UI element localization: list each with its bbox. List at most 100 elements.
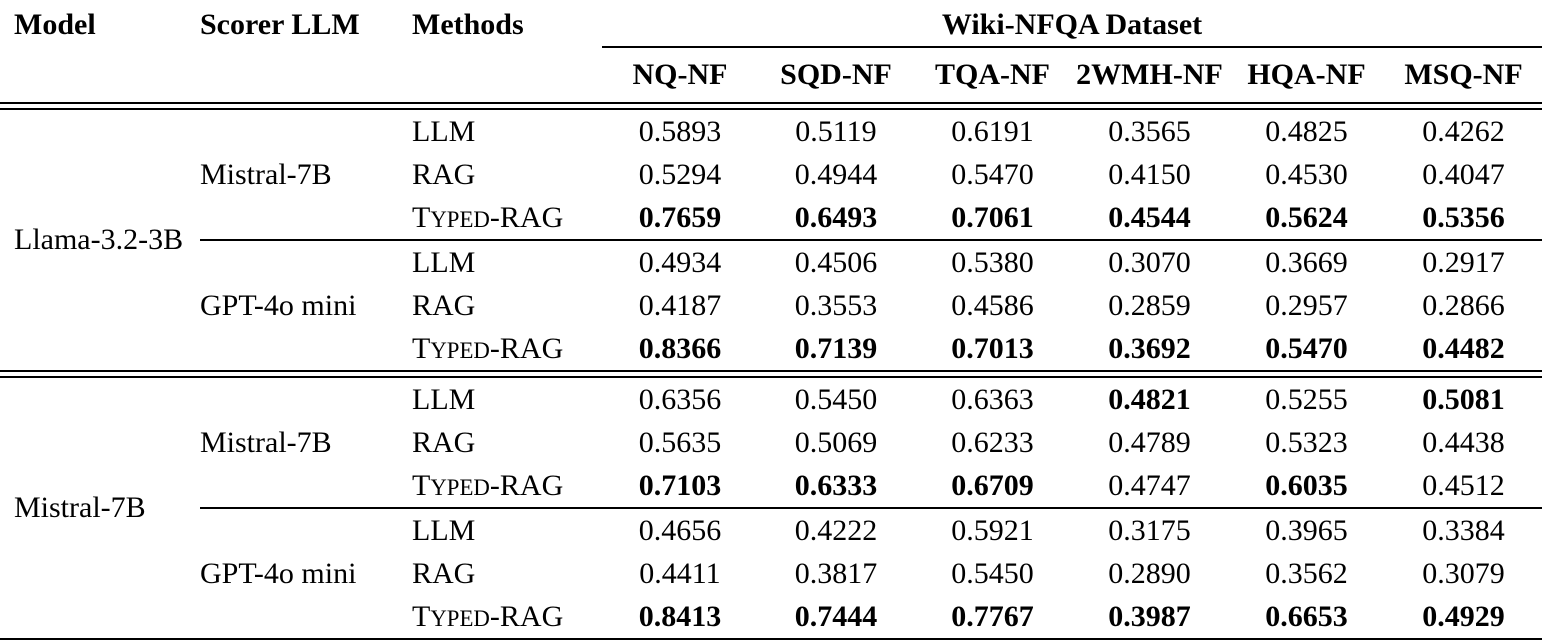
value-cell: 0.7061 [951, 200, 1034, 234]
table-row: RAG 0.5294 0.4944 0.5470 0.4150 0.4530 0.4047 [0, 153, 1542, 196]
value-cell: 0.2917 [1385, 239, 1543, 284]
header-double-rule [0, 102, 1543, 110]
column-header-tqa-nf: TQA-NF [935, 58, 1050, 91]
value-cell: 0.7139 [794, 331, 878, 365]
smallcaps-letter: P [446, 605, 460, 631]
smallcaps-letter: E [459, 337, 474, 363]
value-cell: 0.3565 [1108, 114, 1191, 148]
value-cell: 0.5470 [1265, 331, 1348, 365]
method-cell-rag: RAG [412, 425, 476, 459]
method-cell-typed-rag: TYPED-RAG [412, 468, 564, 502]
value-cell: 0.3987 [1108, 599, 1191, 633]
smallcaps-letter: Y [430, 605, 447, 631]
column-header-model: Model [14, 8, 96, 41]
value-cell: 0.4929 [1422, 599, 1505, 633]
table-row: Mistral-7B Mistral-7B LLM 0.6356 0.5450 0.636… [0, 378, 1542, 525]
method-cell-typed-rag: TYPED-RAG [412, 599, 564, 633]
value-cell: 0.5470 [951, 157, 1034, 191]
value-cell: 0.4747 [1108, 468, 1191, 502]
value-cell: 0.4411 [639, 556, 721, 590]
value-cell: 0.7103 [638, 468, 722, 502]
value-cell: 0.3070 [1071, 239, 1228, 284]
model-cell-llama-3-2-3b: Llama-3.2-3B [14, 223, 184, 256]
smallcaps-letter: E [459, 605, 474, 631]
method-cell-llm: LLM [412, 507, 602, 552]
value-cell: 0.4825 [1265, 114, 1348, 148]
smallcaps-letter: D [473, 605, 490, 631]
scorer-cell-gpt-4o-mini: GPT-4o mini [200, 239, 412, 370]
value-cell: 0.5450 [794, 382, 878, 416]
value-cell: 0.3079 [1422, 556, 1505, 590]
model-cell-mistral-7b: Mistral-7B [14, 491, 146, 524]
smallcaps-letter: Y [430, 206, 447, 232]
value-cell: 0.4187 [638, 288, 722, 322]
value-cell: 0.4821 [1108, 382, 1191, 416]
value-cell: 0.4150 [1108, 157, 1191, 191]
table-row: RAG 0.5635 0.5069 0.6233 0.4789 0.5323 0.4438 [0, 421, 1542, 464]
smallcaps-letter: Y [430, 337, 447, 363]
value-cell: 0.2890 [1108, 556, 1191, 590]
group-separator-double-rule-line [0, 370, 1543, 378]
value-cell: 0.6653 [1265, 599, 1348, 633]
smallcaps-letter: D [473, 337, 490, 363]
scorer-cell-mistral-7b: Mistral-7B [200, 425, 332, 459]
value-cell: 0.4544 [1108, 200, 1191, 234]
value-cell: 0.5294 [638, 157, 722, 191]
smallcaps-letter: P [446, 474, 460, 500]
value-cell: 0.7659 [638, 200, 722, 234]
table-row: TYPED-RAG 0.7103 0.6333 0.6709 0.4747 0.6035 0… [0, 464, 1542, 508]
value-cell: 0.4506 [758, 239, 914, 284]
value-cell: 0.6363 [951, 382, 1034, 416]
value-cell: 0.5921 [914, 507, 1071, 552]
table-row: TYPED-RAG 0.8413 0.7444 0.7767 0.3987 0.6653 0… [0, 595, 1542, 638]
table-row: TYPED-RAG 0.8366 0.7139 0.7013 0.3692 0.5470 0… [0, 327, 1542, 370]
value-cell: 0.6233 [951, 425, 1034, 459]
value-cell: 0.4656 [602, 507, 758, 552]
value-cell: 0.3384 [1385, 507, 1543, 552]
value-cell: 0.5624 [1265, 200, 1348, 234]
method-cell-llm: LLM [412, 382, 476, 416]
value-cell: 0.4512 [1422, 468, 1505, 502]
smallcaps-letter: E [459, 206, 474, 232]
value-cell: 0.4934 [602, 239, 758, 284]
value-cell: 0.6191 [951, 114, 1034, 148]
value-cell: 0.6709 [951, 468, 1034, 502]
column-header-scorer-llm: Scorer LLM [200, 8, 360, 41]
value-cell: 0.8366 [638, 331, 722, 365]
column-header-sqd-nf: SQD-NF [780, 58, 892, 91]
value-cell: 0.6035 [1265, 468, 1348, 502]
value-cell: 0.8413 [638, 599, 722, 633]
method-cell-llm: LLM [412, 239, 602, 284]
value-cell: 0.5356 [1422, 200, 1505, 234]
table-bottom-rule [0, 638, 1543, 640]
value-cell: 0.5069 [794, 425, 878, 459]
smallcaps-letter: E [459, 474, 474, 500]
value-cell: 0.4586 [951, 288, 1034, 322]
value-cell: 0.5119 [795, 114, 877, 148]
table-row: RAG 0.4187 0.3553 0.4586 0.2859 0.2957 0.2866 [0, 284, 1542, 327]
value-cell: 0.6493 [794, 200, 878, 234]
value-cell: 0.7767 [951, 599, 1034, 633]
scorer-cell-mistral-7b: Mistral-7B [200, 157, 332, 191]
value-cell: 0.4438 [1422, 425, 1505, 459]
value-cell: 0.3965 [1228, 507, 1385, 552]
header-row-dataset-columns: NQ-NF SQD-NF TQA-NF 2WMH-NF HQA-NF MSQ-NF [0, 47, 1542, 102]
table-row: GPT-4o mini LLM 0.4934 0.4506 0.5380 0.3070 0.… [0, 239, 1543, 370]
value-cell: 0.3553 [794, 288, 878, 322]
table-row: RAG 0.4411 0.3817 0.5450 0.2890 0.3562 0.3079 [0, 552, 1542, 595]
value-cell: 0.4789 [1108, 425, 1191, 459]
dataset-group-header: Wiki-NFQA Dataset [602, 2, 1543, 48]
value-cell: 0.4530 [1265, 157, 1348, 191]
method-cell-rag: RAG [412, 157, 476, 191]
value-cell: 0.5380 [914, 239, 1071, 284]
group-separator-double-rule [0, 370, 1543, 378]
value-cell: 0.3669 [1228, 239, 1385, 284]
value-cell: 0.3817 [794, 556, 878, 590]
column-header-hqa-nf: HQA-NF [1247, 58, 1366, 91]
value-cell: 0.5893 [638, 114, 722, 148]
table-row: GPT-4o mini LLM 0.4656 0.4222 0.5921 0.3175 0.… [0, 507, 1543, 638]
value-cell: 0.7013 [951, 331, 1034, 365]
smallcaps-letter: P [446, 206, 460, 232]
value-cell: 0.2859 [1108, 288, 1191, 322]
